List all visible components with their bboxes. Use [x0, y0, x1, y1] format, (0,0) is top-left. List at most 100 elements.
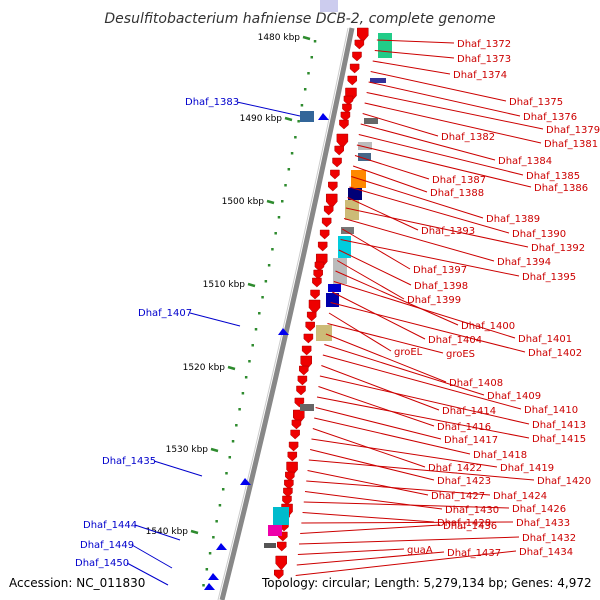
- scale-dot: [231, 440, 235, 443]
- gene-label-dhaf-1409: Dhaf_1409: [487, 391, 541, 402]
- gene-leader-line: [315, 407, 442, 440]
- scale-dot: [261, 296, 264, 299]
- reverse-gene-arrow: [301, 345, 312, 356]
- scale-dot: [241, 392, 245, 395]
- scale-major-tick: [227, 365, 236, 371]
- gene-label-dhaf-1397: Dhaf_1397: [413, 265, 467, 276]
- gene-leader-line: [131, 544, 173, 569]
- scale-dot: [221, 488, 225, 491]
- gene-label-dhaf-1418: Dhaf_1418: [473, 450, 527, 461]
- scale-dot: [297, 120, 300, 123]
- reverse-gene-arrow: [308, 299, 321, 315]
- gene-label-dhaf-1426: Dhaf_1426: [512, 504, 566, 515]
- scale-dot: [208, 552, 212, 555]
- gene-leader-line: [300, 524, 441, 534]
- scale-label: 1510 kbp: [203, 280, 246, 290]
- gene-label-dhaf-1376: Dhaf_1376: [523, 112, 577, 123]
- gene-leader-line: [366, 92, 544, 130]
- gene-label-dhaf-1424: Dhaf_1424: [493, 491, 547, 502]
- reverse-gene-arrow: [283, 487, 293, 498]
- gene-leader-line: [306, 480, 491, 496]
- gene-leader-line: [314, 417, 471, 455]
- gene-label-dhaf-1428: Dhaf_1428: [437, 518, 491, 529]
- gene-label-dhaf-1444: Dhaf_1444: [83, 520, 137, 531]
- scale-major-tick: [302, 35, 311, 41]
- gene-label-dhaf-1392: Dhaf_1392: [531, 243, 585, 254]
- gene-leader-line: [321, 365, 440, 411]
- feature-block: [338, 236, 351, 258]
- gene-label-dhaf-1386: Dhaf_1386: [534, 183, 588, 194]
- gene-leader-line: [354, 155, 430, 180]
- scale-major-tick: [210, 447, 219, 453]
- gene-leader-line: [299, 536, 520, 545]
- gene-leader-line: [349, 186, 510, 234]
- reverse-gene-arrow: [306, 311, 317, 322]
- scale-dot: [244, 376, 248, 379]
- forward-gene-arrow: [216, 543, 227, 550]
- reverse-gene-arrow: [288, 441, 299, 452]
- gene-leader-line: [310, 449, 435, 481]
- gene-leader-line: [322, 354, 522, 410]
- scale-dot: [212, 536, 215, 539]
- gene-label-dhaf-1393: Dhaf_1393: [421, 226, 475, 237]
- gene-leader-line: [356, 144, 532, 188]
- gene-label-dhaf-1384: Dhaf_1384: [498, 156, 552, 167]
- feature-block: [264, 543, 276, 548]
- gene-label-dhaf-1383: Dhaf_1383: [185, 97, 239, 108]
- gene-label-dhaf-1413: Dhaf_1413: [532, 420, 586, 431]
- scale-dot: [248, 360, 251, 363]
- reverse-gene-arrow: [314, 261, 325, 272]
- gene-leader-line: [352, 165, 428, 193]
- gene-label-dhaf-1389: Dhaf_1389: [486, 214, 540, 225]
- gene-label-dhaf-1423: Dhaf_1423: [437, 476, 491, 487]
- accession-text: Accession: NC_011830: [9, 576, 145, 590]
- reverse-gene-arrow: [357, 27, 369, 43]
- feature-block: [320, 0, 338, 12]
- forward-gene-arrow: [318, 113, 329, 120]
- gene-leader-line: [358, 134, 524, 176]
- scale-label: 1490 kbp: [240, 114, 283, 124]
- scale-major-tick: [284, 116, 293, 122]
- scale-dot: [218, 504, 222, 507]
- gene-label-dhaf-1430: Dhaf_1430: [445, 505, 499, 516]
- feature-block: [316, 325, 332, 341]
- scale-major-tick: [266, 199, 275, 205]
- scale-dot: [307, 72, 310, 75]
- scale-major-tick: [190, 529, 199, 535]
- map-title: Desulfitobacterium hafniense DCB-2, comp…: [104, 11, 495, 27]
- gene-leader-line: [153, 460, 203, 477]
- gene-leader-line: [364, 102, 542, 144]
- scale-dot: [258, 312, 261, 315]
- gene-leader-line: [318, 386, 435, 427]
- reverse-gene-arrow: [274, 569, 284, 580]
- reverse-gene-arrow: [284, 479, 294, 490]
- gene-label-dhaf-1450: Dhaf_1450: [75, 558, 129, 569]
- scale-dot: [254, 328, 258, 331]
- gene-leader-line: [360, 123, 496, 161]
- scale-dot: [251, 344, 254, 347]
- reverse-gene-arrow: [343, 95, 354, 106]
- gene-label-dhaf-1373: Dhaf_1373: [457, 54, 511, 65]
- scale-dot: [277, 216, 281, 219]
- gene-label-dhaf-1394: Dhaf_1394: [497, 257, 551, 268]
- reverse-gene-arrow: [290, 429, 300, 440]
- scale-dot: [271, 248, 274, 251]
- feature-block: [378, 33, 392, 58]
- reverse-gene-arrow: [296, 385, 306, 396]
- scale-label: 1540 kbp: [146, 527, 189, 537]
- gene-leader-line: [301, 521, 514, 524]
- gene-leader-line: [333, 281, 516, 339]
- reverse-gene-arrow: [323, 205, 334, 216]
- scale-dot: [303, 88, 307, 91]
- gene-leader-line: [336, 260, 405, 300]
- reverse-gene-arrow: [313, 269, 323, 280]
- gene-label-dhaf-1415: Dhaf_1415: [532, 434, 586, 445]
- reverse-gene-arrow: [334, 145, 344, 156]
- gene-label-dhaf-1433: Dhaf_1433: [516, 518, 570, 529]
- scale-label: 1520 kbp: [183, 363, 226, 373]
- reverse-gene-arrow: [349, 63, 360, 74]
- reverse-gene-arrow: [287, 451, 298, 462]
- scale-label: 1530 kbp: [166, 445, 209, 455]
- scale-dot: [235, 424, 238, 427]
- gene-leader-line: [296, 551, 445, 566]
